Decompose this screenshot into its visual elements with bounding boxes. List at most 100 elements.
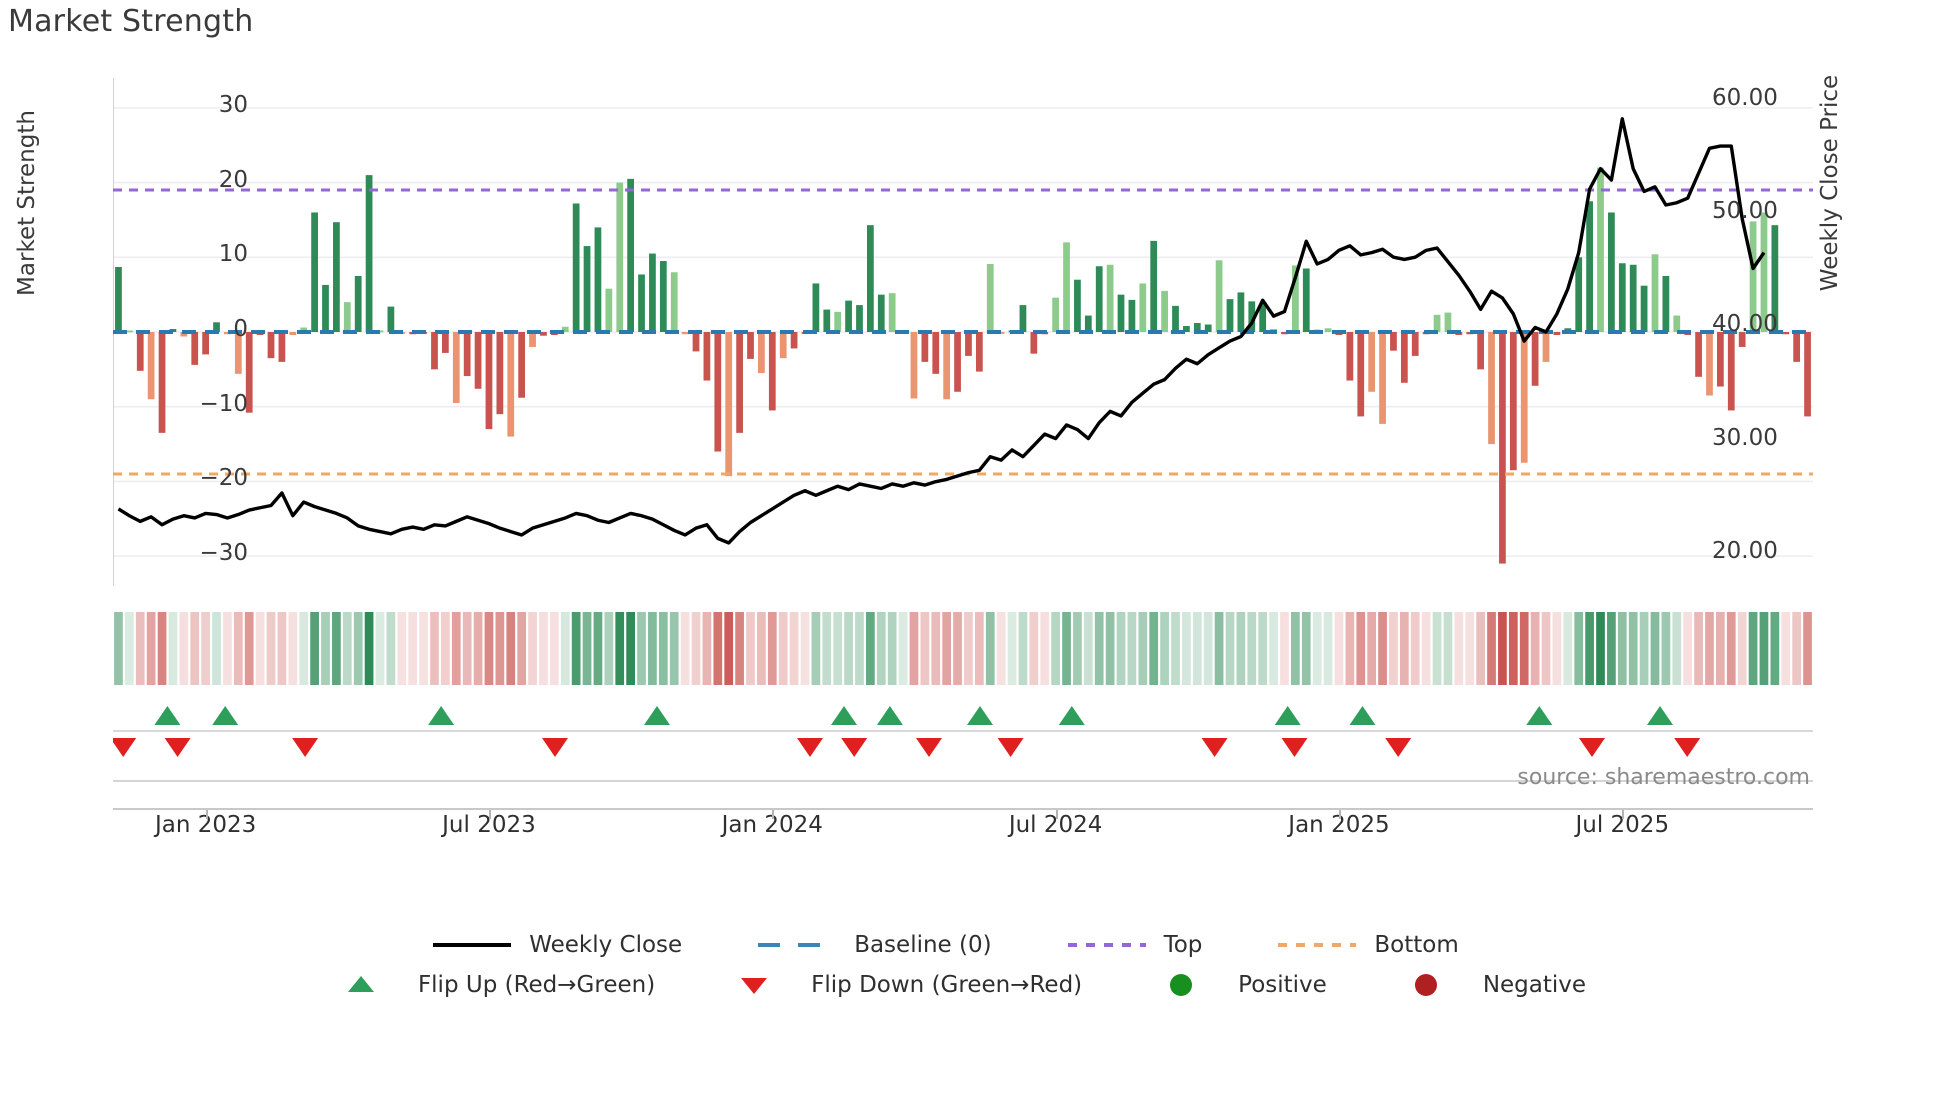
strength-bar [125,330,133,333]
strength-bar [1695,332,1702,377]
heatmap-cell [1334,612,1344,685]
x-tick-mark [1055,810,1058,819]
strength-bar [1074,279,1081,332]
heatmap-cell [255,612,265,685]
legend-label: Weekly Close [529,932,683,958]
strength-bar [1716,332,1724,387]
heatmap-cell [1127,612,1137,685]
heatmap-cell [648,612,657,685]
heatmap-cell [1182,612,1191,685]
legend-row-markers: Flip Up (Red→Green) Flip Down (Green→Red)… [0,965,1960,1005]
strength-bar [768,332,776,411]
heatmap-cell [1650,612,1660,685]
y-tick-right: 30.00 [1712,424,1778,451]
strength-bar [365,175,373,332]
heatmap-cell [1356,612,1366,685]
heatmap-cell [1083,612,1093,685]
strength-bar [1259,303,1267,332]
heatmap-cell [702,612,712,685]
legend-item-top[interactable]: Top [1064,932,1202,958]
heatmap-cell [1312,612,1322,685]
strength-bar [1749,221,1757,332]
legend-item-weekly-close[interactable]: Weekly Close [429,932,682,958]
strength-bar [529,332,536,347]
strength-bar [1106,264,1114,332]
strength-bar [1793,332,1801,362]
strength-bar [747,332,754,359]
x-axis-row: Jan 2023 Jul 2023 Jan 2024 Jul 2024 Jan 2025… [113,800,1813,844]
strength-bar [1063,242,1070,332]
legend-item-baseline[interactable]: Baseline (0) [754,932,992,958]
solid-line-icon [429,932,515,958]
flip-down-marker [997,738,1024,757]
legend-item-bottom[interactable]: Bottom [1274,932,1459,958]
strength-bar [1608,212,1615,332]
strength-bar [921,332,929,362]
heatmap-cell [1138,612,1148,685]
weekly-close-line [117,117,1766,545]
strength-bar [1706,332,1713,396]
strength-bar [1128,299,1136,332]
heatmap-cell [1487,612,1496,685]
flip-down-marker [164,738,191,757]
strength-bar [1052,297,1060,332]
heatmap-cell [1541,612,1551,685]
legend-item-flip-down[interactable]: Flip Down (Green→Red) [711,972,1082,998]
heatmap-cell [735,612,744,685]
legend-label: Negative [1482,972,1587,998]
legend-label: Bottom [1374,932,1459,958]
strength-bar [1520,332,1528,463]
strength-bar [910,332,918,399]
legend-item-negative[interactable]: Negative [1383,972,1586,998]
strength-bar [845,300,852,332]
heatmap-cell [1378,612,1387,685]
strength-bar [681,332,689,335]
strength-bar [758,332,765,374]
legend-item-flip-up[interactable]: Flip Up (Red→Green) [318,972,655,998]
heatmap-cell [1617,612,1627,685]
strength-bar [1553,332,1561,335]
x-axis-spine [113,808,1813,810]
strength-bar [670,272,678,332]
strength-bar [1804,332,1811,417]
strength-bar [714,332,722,452]
x-tick-mark [488,810,491,819]
heatmap-cell [223,612,232,685]
heatmap-cell [157,612,167,685]
heatmap-cell [1149,612,1159,685]
heatmap-cell [212,612,221,685]
main-plot-area [113,78,1813,586]
strength-bar [540,332,547,336]
heatmap-svg [114,612,1812,685]
strength-bar [1477,332,1485,370]
heatmap-cell [1585,612,1594,685]
strength-bar [1117,294,1125,332]
heatmap-cell [1639,612,1649,685]
heatmap-cell [386,612,396,685]
strength-bar [1030,332,1038,354]
heatmap-cell [484,612,494,685]
heatmap-cell [909,612,919,685]
heatmap-cell [1323,612,1333,685]
strength-bar [1150,240,1158,332]
strength-bar [975,332,983,372]
heatmap-cell [767,612,777,685]
heatmap-cell [1748,612,1758,685]
strength-bar [572,203,580,332]
strength-bar [1226,299,1234,332]
heatmap-cell [1094,612,1104,685]
heatmap-cell [364,612,374,685]
strength-bar [1084,315,1092,332]
strength-bar [1248,301,1256,332]
strength-bar [136,332,144,371]
strength-bars [115,167,1811,564]
heatmap-cell [419,612,428,685]
heatmap-cell [332,612,341,685]
legend-item-positive[interactable]: Positive [1138,972,1327,998]
strength-bar [1673,315,1681,332]
strength-bar [224,332,231,335]
circle-icon [1383,972,1469,998]
heatmap-cell [833,612,843,685]
heatmap-cell [135,612,145,685]
heatmap-cell [1574,612,1584,685]
